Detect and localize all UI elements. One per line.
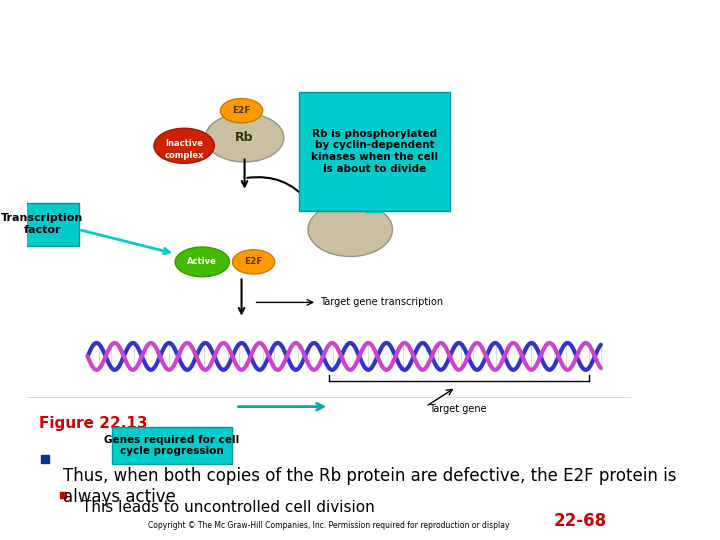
Text: Rb is phosphorylated
by cyclin-dependent
kinases when the cell
is about to divid: Rb is phosphorylated by cyclin-dependent… bbox=[311, 129, 438, 173]
FancyBboxPatch shape bbox=[299, 92, 450, 211]
Text: Figure 22.13: Figure 22.13 bbox=[40, 416, 148, 431]
FancyBboxPatch shape bbox=[6, 202, 78, 246]
Text: 4: 4 bbox=[372, 181, 377, 188]
Text: Rb: Rb bbox=[235, 131, 254, 144]
Text: Transcription
factor: Transcription factor bbox=[1, 213, 84, 235]
Text: Target gene: Target gene bbox=[428, 404, 486, 414]
Text: Target gene transcription: Target gene transcription bbox=[320, 298, 444, 307]
Text: Active: Active bbox=[187, 258, 217, 266]
Ellipse shape bbox=[220, 98, 263, 123]
Polygon shape bbox=[344, 154, 392, 202]
Text: E2F: E2F bbox=[233, 106, 251, 115]
Text: Copyright © The Mc Graw-Hill Companies, Inc. Permission required for reproductio: Copyright © The Mc Graw-Hill Companies, … bbox=[148, 521, 510, 530]
Ellipse shape bbox=[175, 247, 230, 276]
Text: 22-68: 22-68 bbox=[554, 512, 607, 530]
Text: Inactive: Inactive bbox=[165, 139, 203, 148]
Text: PO: PO bbox=[361, 171, 376, 180]
Ellipse shape bbox=[154, 128, 215, 163]
Ellipse shape bbox=[205, 113, 284, 162]
Text: This leads to uncontrolled cell division: This leads to uncontrolled cell division bbox=[81, 500, 374, 515]
Ellipse shape bbox=[308, 202, 392, 256]
Polygon shape bbox=[365, 178, 384, 213]
Text: Genes required for cell
cycle progression: Genes required for cell cycle progressio… bbox=[104, 435, 240, 456]
Text: Thus, when both copies of the Rb protein are defective, the E2F protein is
alway: Thus, when both copies of the Rb protein… bbox=[63, 467, 677, 506]
FancyBboxPatch shape bbox=[112, 427, 233, 464]
Text: E2F: E2F bbox=[244, 258, 263, 266]
Ellipse shape bbox=[233, 249, 275, 274]
Text: complex: complex bbox=[164, 151, 204, 160]
